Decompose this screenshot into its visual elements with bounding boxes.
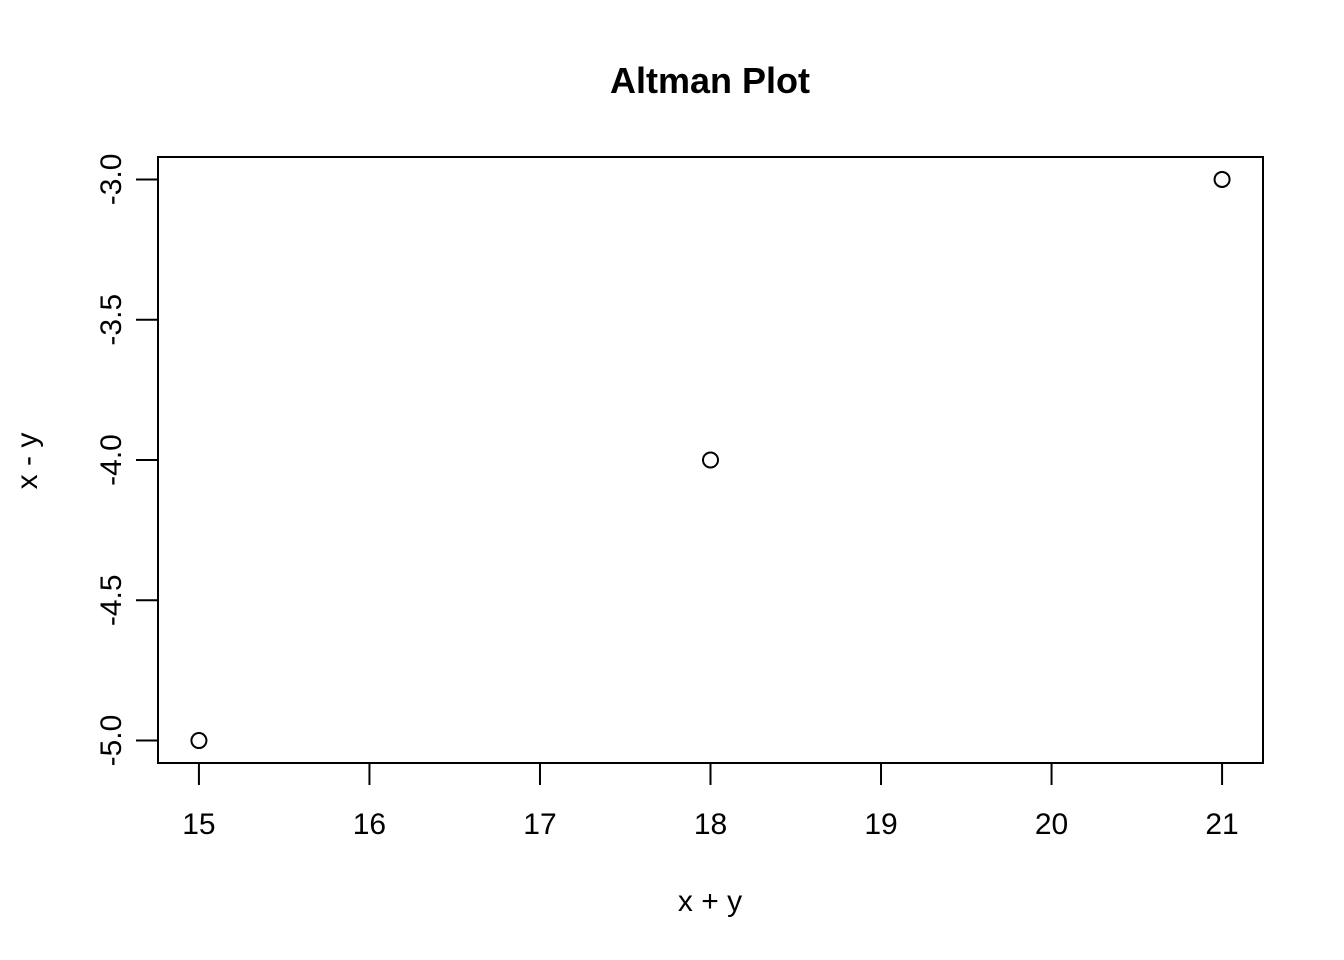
y-tick-label: -5.0 [95,715,128,767]
y-axis-label: x - y [11,433,44,490]
y-tick-label: -3.0 [95,154,128,206]
y-tick-label: -4.0 [95,434,128,486]
data-points [191,172,1229,748]
x-tick-label: 16 [353,808,386,841]
x-tick-label: 17 [523,808,556,841]
x-axis-ticks: 15 16 17 18 19 20 21 [182,763,1239,841]
y-axis-ticks: -5.0 -4.5 -4.0 -3.5 -3.0 [95,154,158,767]
x-tick-label: 18 [694,808,727,841]
x-tick-label: 19 [864,808,897,841]
plot-frame [158,157,1263,763]
data-point [703,453,718,468]
y-tick-label: -4.5 [95,574,128,626]
chart-title: Altman Plot [610,60,810,101]
y-tick-label: -3.5 [95,294,128,346]
x-tick-label: 20 [1035,808,1068,841]
x-tick-label: 21 [1205,808,1238,841]
data-point [191,733,206,748]
x-axis-label: x + y [678,885,742,918]
data-point [1215,172,1230,187]
x-tick-label: 15 [182,808,215,841]
